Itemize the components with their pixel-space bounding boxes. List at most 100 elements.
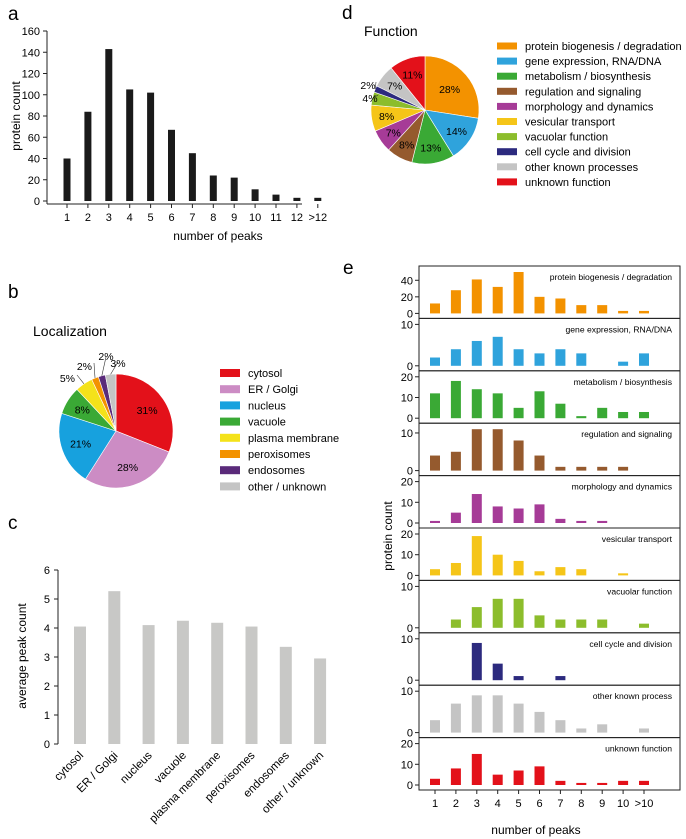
e-bar (534, 766, 545, 785)
e-subpanel-title: regulation and signaling (581, 429, 672, 439)
legend-label: cell cycle and division (525, 147, 631, 159)
e-bar (471, 695, 482, 733)
a-y-tick-label: 120 (22, 69, 40, 81)
e-subpanel-title: protein biogenesis / degradation (550, 272, 673, 282)
a-x-tick-label: 3 (106, 212, 112, 224)
a-bar (126, 89, 134, 201)
e-subpanel-title: cell cycle and division (589, 639, 672, 649)
legend-swatch-1 (497, 42, 517, 50)
panel-a-x-axis-label: number of peaks (173, 229, 262, 243)
e-bar (534, 615, 545, 628)
e-bar (430, 455, 440, 471)
e-bar (555, 298, 566, 314)
e-y-tick-label: 10 (401, 759, 413, 771)
a-bar (230, 177, 238, 201)
e-bar (639, 728, 649, 733)
a-y-tick-label: 80 (28, 111, 40, 123)
legend-swatch-3 (220, 401, 240, 410)
legend-swatch-8 (220, 482, 240, 491)
e-subpanel-title: metabolism / biosynthesis (574, 377, 672, 387)
legend-swatch-3 (497, 72, 517, 80)
c-y-tick-label: 4 (44, 623, 50, 635)
e-bar (430, 303, 440, 314)
pie-leader-line (374, 81, 377, 89)
e-y-tick-label: 20 (401, 372, 413, 384)
e-bar (471, 340, 482, 366)
legend-swatch-1 (220, 369, 240, 377)
e-x-tick-label: 9 (599, 798, 605, 810)
pie-value-label: 8% (379, 111, 394, 123)
e-bar (618, 411, 629, 419)
a-bar (188, 153, 196, 201)
e-bar (450, 349, 461, 366)
e-bar (576, 520, 587, 523)
e-bar (492, 429, 503, 471)
a-y-tick-label: 160 (22, 26, 40, 38)
pie-leader-line (372, 94, 379, 99)
pie-value-label: 28% (117, 462, 138, 474)
e-bar (471, 279, 482, 314)
e-bar (430, 778, 440, 785)
legend-label: other known processes (525, 162, 639, 174)
e-bar (492, 286, 503, 314)
e-bar (597, 305, 608, 314)
pie-value-label: 14% (446, 126, 467, 138)
e-x-tick-label: 5 (516, 798, 522, 810)
legend-swatch-10 (497, 178, 517, 186)
c-x-tick-label: nucleus (118, 749, 155, 786)
e-bar (492, 393, 503, 419)
e-bar (450, 451, 461, 471)
e-bar (471, 494, 482, 523)
legend-label: morphology and dynamics (525, 101, 654, 113)
pie-value-label: 2% (98, 351, 113, 363)
e-bar (492, 506, 503, 523)
legend-swatch-5 (497, 102, 517, 110)
e-bar (576, 416, 587, 419)
e-y-tick-label: 0 (407, 570, 413, 582)
legend-label: protein biogenesis / degradation (525, 41, 682, 53)
pie-slice-3 (58, 413, 117, 480)
e-bar (430, 520, 440, 523)
a-x-tick-label: 7 (189, 212, 195, 224)
e-x-tick-label: >10 (635, 798, 654, 810)
e-bar (555, 567, 566, 576)
e-y-tick-label: 0 (407, 466, 413, 478)
c-y-tick-label: 2 (44, 681, 50, 693)
e-bar (492, 554, 503, 576)
legend-label: vacuolar function (525, 132, 608, 144)
a-x-tick-label: 5 (148, 212, 154, 224)
a-x-tick-label: 2 (85, 212, 91, 224)
e-bar (534, 455, 545, 471)
e-bar (513, 272, 524, 314)
pie-value-label: 3% (110, 358, 125, 370)
e-bar (618, 361, 629, 366)
e-y-tick-label: 10 (401, 634, 413, 646)
e-x-tick-label: 1 (432, 798, 438, 810)
e-bar (597, 407, 608, 419)
pie-value-label: 28% (439, 84, 460, 96)
e-bar (555, 676, 566, 681)
e-bar (513, 703, 524, 733)
panel-b-localization-pie: b Localization 31%28%21%8%5%2%2%3% cytos… (8, 282, 339, 493)
e-y-tick-label: 10 (401, 581, 413, 593)
e-x-tick-label: 4 (495, 798, 501, 810)
e-subpanel-title: vesicular transport (602, 534, 673, 544)
e-bar (555, 349, 566, 366)
pie-slice-10 (390, 55, 426, 111)
a-y-tick-label: 60 (28, 132, 40, 144)
e-y-tick-label: 20 (401, 529, 413, 541)
panel-d-title: Function (364, 23, 418, 39)
legend-swatch-7 (220, 466, 240, 475)
e-y-tick-label: 0 (407, 413, 413, 425)
e-bar (492, 695, 503, 733)
e-bar (430, 357, 440, 366)
e-bar (492, 336, 503, 366)
a-y-tick-label: 140 (22, 47, 40, 59)
pie-leader-line (76, 374, 85, 385)
e-bar (618, 466, 629, 471)
pie-value-label: 31% (137, 405, 158, 417)
a-bar (272, 194, 280, 201)
legend-swatch-6 (497, 118, 517, 125)
legend-swatch-4 (220, 417, 240, 426)
panel-d-label: d (342, 3, 353, 24)
